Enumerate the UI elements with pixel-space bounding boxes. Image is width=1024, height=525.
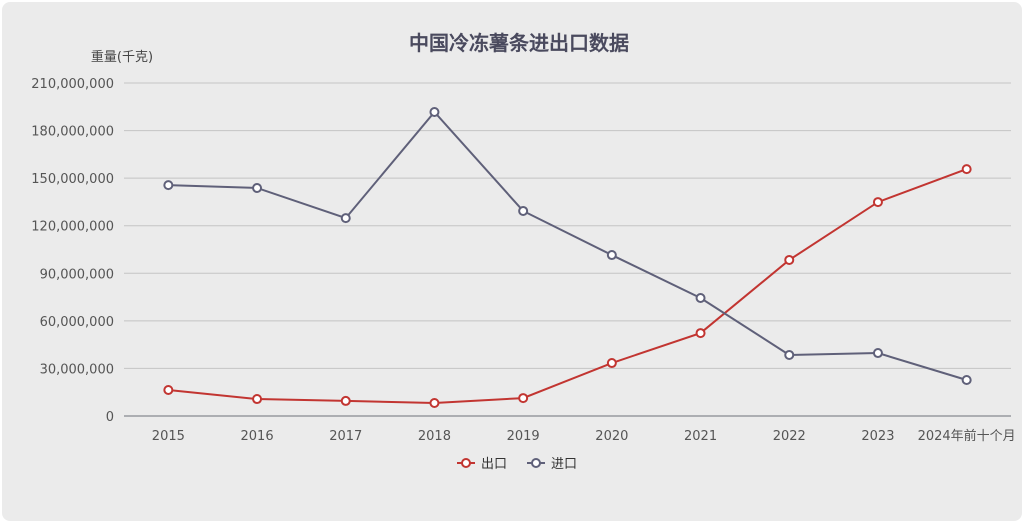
- data-point: [163, 180, 174, 191]
- data-point: [429, 107, 440, 118]
- y-tick-label: 120,000,000: [31, 220, 114, 235]
- data-point: [695, 293, 706, 304]
- y-tick-label: 180,000,000: [31, 125, 114, 140]
- x-tick-label: 2021: [684, 429, 717, 444]
- data-point: [695, 328, 706, 339]
- x-tick-label: 2019: [507, 429, 540, 444]
- y-tick-label: 30,000,000: [40, 362, 114, 377]
- data-point: [872, 197, 883, 208]
- legend-marker: [531, 458, 541, 468]
- data-point: [340, 213, 351, 224]
- data-point: [606, 358, 617, 369]
- y-tick-label: 90,000,000: [40, 267, 114, 282]
- x-tick-label: 2022: [773, 429, 806, 444]
- y-tick-label: 150,000,000: [31, 172, 114, 187]
- x-tick-label: 2018: [418, 429, 451, 444]
- data-point: [340, 395, 351, 406]
- x-tick-label: 2016: [241, 429, 274, 444]
- data-point: [606, 250, 617, 261]
- data-point: [518, 393, 529, 404]
- data-point: [252, 394, 263, 405]
- y-tick-label: 0: [106, 410, 114, 425]
- data-point: [252, 182, 263, 193]
- x-tick-label: 2020: [595, 429, 628, 444]
- data-point: [784, 349, 795, 360]
- series-line-出口: [168, 168, 967, 404]
- legend-label: 出口: [481, 457, 507, 472]
- legend-label: 进口: [551, 457, 577, 472]
- x-tick-label: 2023: [861, 429, 894, 444]
- data-point: [961, 164, 972, 175]
- data-point: [518, 205, 529, 216]
- legend-marker: [461, 458, 471, 468]
- y-tick-label: 60,000,000: [40, 315, 114, 330]
- x-tick-label: 2017: [329, 429, 362, 444]
- data-point: [163, 384, 174, 395]
- data-point: [784, 254, 795, 265]
- y-tick-label: 210,000,000: [31, 77, 114, 92]
- series-line-进口: [168, 110, 967, 381]
- x-tick-label: 2015: [152, 429, 185, 444]
- y-axis-label: 重量(千克): [91, 49, 153, 65]
- x-tick-label: 2024年前十个月: [918, 428, 1016, 444]
- data-point: [429, 397, 440, 408]
- data-point: [961, 375, 972, 386]
- chart-title: 中国冷冻薯条进出口数据: [409, 31, 629, 55]
- data-point: [872, 348, 883, 359]
